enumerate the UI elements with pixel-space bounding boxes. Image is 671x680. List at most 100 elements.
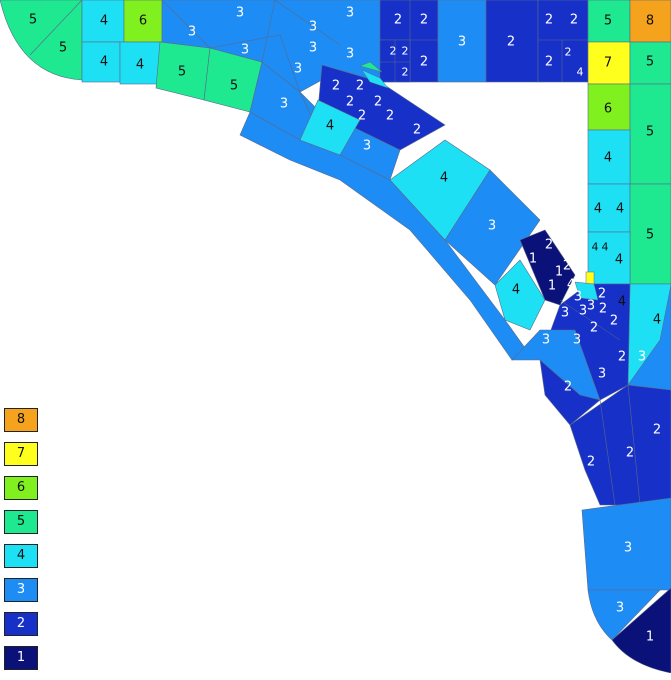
label: 2	[356, 79, 364, 94]
label: 2	[420, 13, 428, 28]
label: 5	[646, 125, 654, 140]
label: 2	[610, 314, 618, 329]
mesh-region	[587, 41, 631, 85]
label: 6	[604, 102, 612, 117]
mesh-edge	[161, 0, 211, 49]
refined-mesh-top	[359, 39, 411, 89]
mesh-edge	[209, 34, 281, 49]
label: 2	[394, 13, 402, 28]
label: 2	[598, 287, 606, 302]
label: 8	[646, 14, 654, 29]
label: 2	[564, 380, 572, 395]
label: 2	[413, 123, 421, 138]
label: 4	[616, 202, 624, 217]
label: 1	[646, 630, 654, 645]
label: 2	[332, 79, 340, 94]
label: 2	[618, 350, 626, 365]
label: 5	[29, 13, 37, 28]
mesh-region	[587, 83, 631, 131]
label: 3	[346, 47, 354, 62]
label: 3	[587, 299, 595, 314]
label: 4	[618, 295, 626, 310]
mesh-region	[587, 231, 631, 285]
label: 1	[555, 265, 563, 280]
label: 1	[548, 279, 556, 294]
label: 3	[542, 333, 550, 348]
legend-swatch-1: 1	[4, 646, 38, 670]
label: 3	[363, 139, 371, 154]
label: 3	[458, 35, 466, 50]
label: 2	[653, 423, 661, 438]
mesh-edge	[599, 399, 616, 506]
mesh-region	[539, 359, 601, 426]
mesh-edge	[261, 0, 276, 63]
label: 4	[602, 241, 609, 254]
label: 3	[574, 290, 582, 305]
label: 2	[545, 55, 553, 70]
refined-mesh-side	[559, 271, 621, 341]
mesh-edge	[274, 0, 341, 46]
legend-swatch-3: 3	[4, 578, 38, 602]
label: 3	[624, 541, 632, 556]
mesh-region	[519, 229, 576, 306]
legend-swatch-6: 6	[4, 476, 38, 500]
label: 3	[309, 41, 317, 56]
label: 7	[604, 56, 612, 71]
label: 2	[374, 95, 382, 110]
label: 2	[626, 446, 634, 461]
label: 2	[570, 13, 578, 28]
label: 5	[604, 14, 612, 29]
label: 4	[615, 253, 623, 268]
label: 2	[402, 66, 409, 79]
label: 2	[545, 13, 553, 28]
label: 2	[590, 321, 598, 336]
label: 2	[386, 109, 394, 124]
label: 3	[294, 62, 302, 77]
label: 3	[561, 306, 569, 321]
label: 2	[587, 455, 595, 470]
label: 5	[230, 79, 238, 94]
mesh-region	[587, 129, 631, 185]
label: 6	[139, 14, 147, 29]
label: 2	[545, 238, 553, 253]
label: 3	[488, 219, 496, 234]
label: 3	[579, 304, 587, 319]
mesh-labels: 5 5 4 6 4 4 5 5 3 3 3 3 3 3 3 3 3 2 2 2 …	[29, 6, 661, 645]
mesh-edge	[279, 34, 301, 93]
label: 3	[638, 350, 646, 365]
label: 2	[563, 259, 571, 274]
label: 3	[598, 367, 606, 382]
label: 3	[573, 333, 581, 348]
label: 5	[59, 41, 67, 56]
label: 5	[646, 228, 654, 243]
mesh-region	[123, 0, 163, 43]
label: 2	[599, 302, 607, 317]
mesh-region	[485, 0, 539, 83]
label: 3	[241, 43, 249, 58]
label: 2	[420, 55, 428, 70]
label: 4	[567, 278, 575, 293]
label: 4	[136, 58, 144, 73]
label: 4	[100, 14, 108, 29]
mesh-region	[537, 0, 589, 83]
label: 2	[402, 45, 409, 58]
mesh-region	[299, 99, 361, 156]
mesh-region	[494, 259, 546, 331]
label: 3	[188, 25, 196, 40]
mesh-edge	[627, 384, 641, 506]
label: 2	[507, 35, 515, 50]
label: 3	[309, 20, 317, 35]
mesh-region	[119, 41, 161, 85]
label: 4	[100, 55, 108, 70]
label: 3	[346, 6, 354, 21]
label: 2	[565, 46, 572, 59]
mesh-region	[0, 0, 83, 81]
mesh-region	[437, 0, 487, 83]
legend-swatch-8: 8	[4, 408, 38, 432]
label: 4	[594, 202, 602, 217]
mesh-region	[587, 0, 631, 43]
label: 4	[592, 241, 599, 254]
label: 4	[604, 151, 612, 166]
label: 2	[346, 95, 354, 110]
